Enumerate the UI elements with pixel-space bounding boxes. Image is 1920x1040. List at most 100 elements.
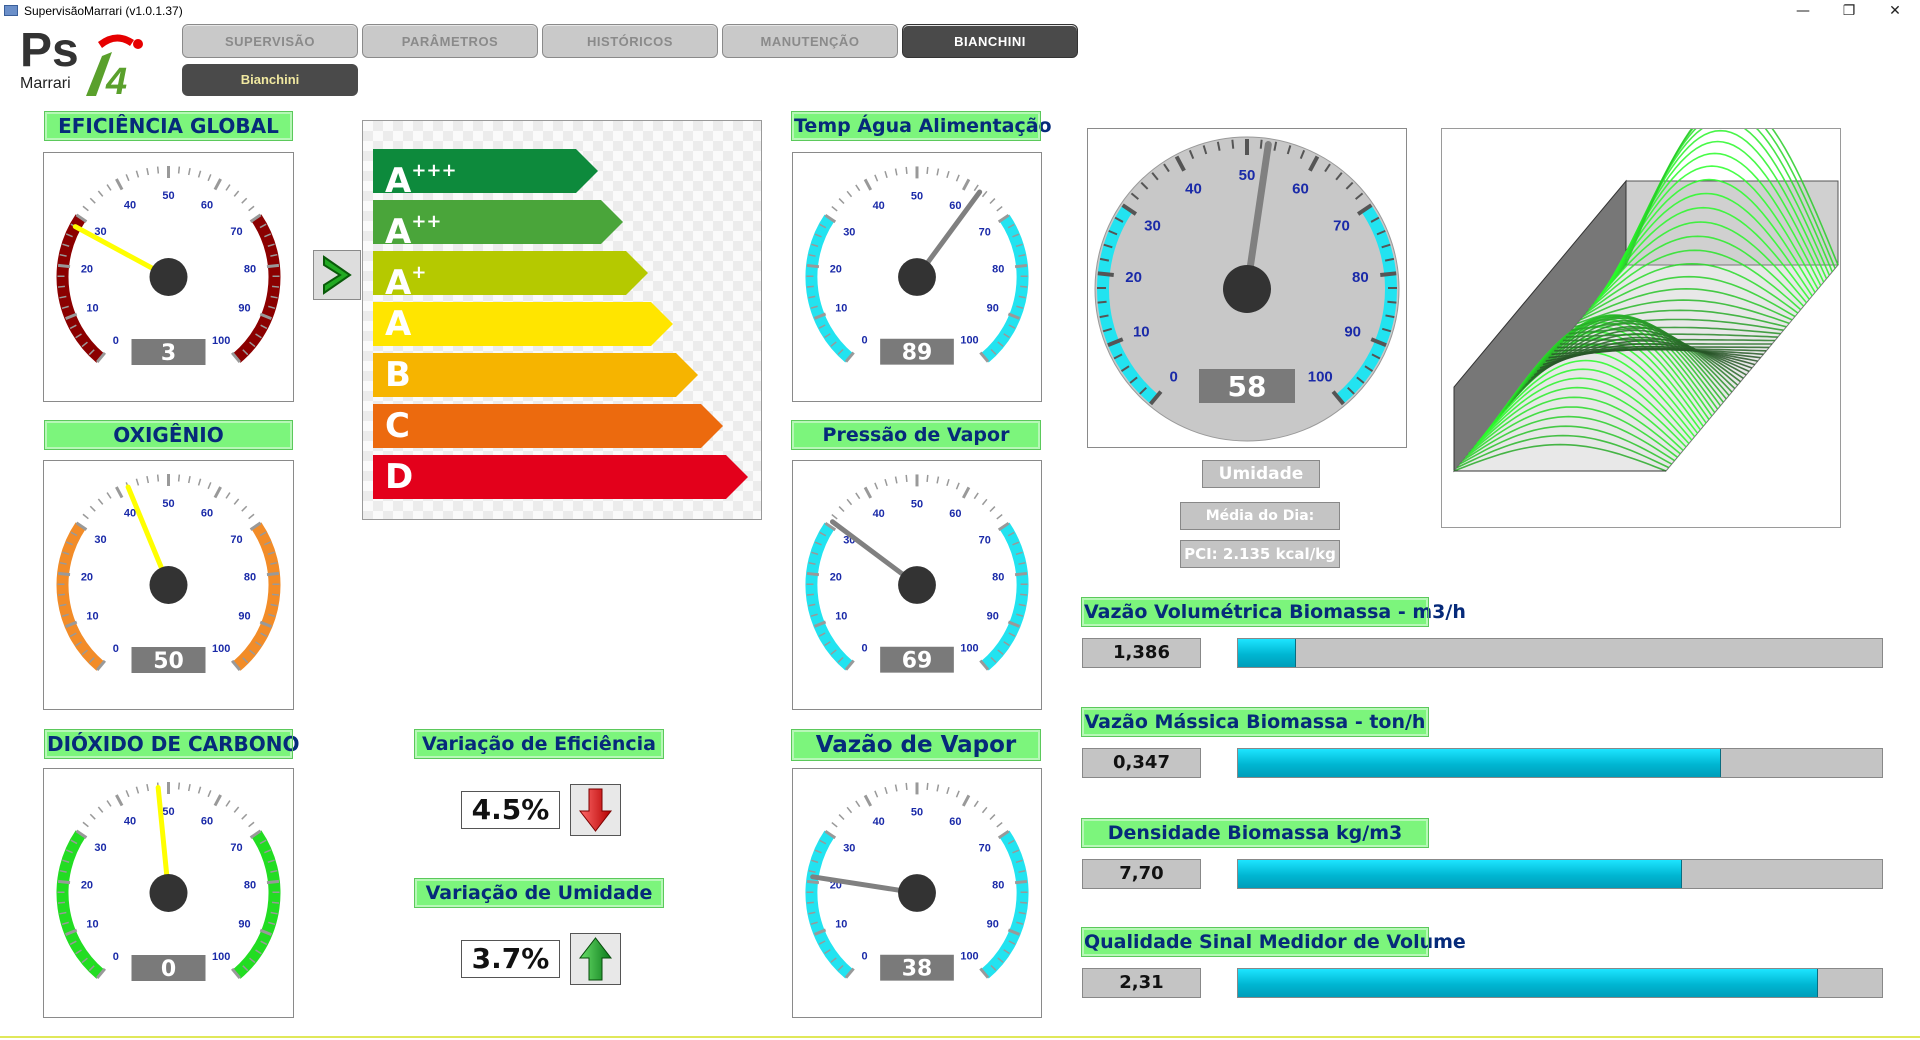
tab-supervisao[interactable]: SUPERVISÃO [182, 24, 358, 58]
gauge-tick [863, 794, 873, 807]
gauge-tick-label: 50 [162, 498, 174, 510]
gauge-tick [259, 928, 272, 936]
gauge-tick [1355, 192, 1364, 200]
gauge-tick [990, 656, 997, 663]
gauge-tick [1139, 386, 1147, 395]
gauge-tick [75, 829, 88, 839]
gauge-tick [248, 205, 255, 212]
gauge-tick [905, 782, 908, 790]
gauge-tick [824, 333, 831, 339]
gauge-value-box [131, 955, 206, 981]
energy-band-6: D [373, 455, 748, 499]
minimize-button[interactable]: — [1796, 3, 1810, 19]
energy-band-letter: D [385, 457, 414, 497]
dioxido-carbono-label: DIÓXIDO DE CARBONO [44, 729, 300, 759]
gauge-tick [837, 964, 844, 971]
gauge-tick [989, 198, 996, 205]
restore-button[interactable]: ❐ [1842, 3, 1856, 19]
gauge-tick [846, 190, 853, 198]
gauge-tick [1370, 216, 1380, 223]
gauge-tick [213, 178, 222, 191]
gauge-tick-label: 40 [873, 816, 885, 828]
close-button[interactable]: ✕ [1889, 3, 1901, 19]
gauge-tick [1008, 940, 1016, 945]
gauge-tick [819, 531, 827, 537]
gauge-tick [894, 476, 898, 484]
tab-bianchini[interactable]: BIANCHINI [902, 24, 1078, 58]
energy-pointer-button[interactable] [313, 250, 361, 300]
gauge-tick [946, 170, 950, 179]
bar-value-0: 1,386 [1082, 638, 1201, 668]
gauge-tick [259, 531, 267, 537]
gauge-tick [270, 561, 278, 565]
tab-historicos[interactable]: HISTÓRICOS [542, 24, 718, 58]
gauge-tick [249, 957, 256, 964]
gauge-tick [1020, 593, 1028, 596]
gauge-tick [855, 800, 861, 808]
pci-label: PCI: 2.135 kcal/kg [1180, 540, 1340, 568]
bar-fill-1 [1238, 749, 1721, 777]
subtab-bianchini[interactable]: Bianchini [182, 64, 358, 96]
umidade-gauge: 0 10 20 30 40 50 60 70 80 90 100 58 [1087, 128, 1407, 448]
gauge-tick [187, 475, 191, 484]
gauge-zone-high [232, 214, 281, 363]
surface-line [1470, 386, 1684, 451]
gauge-tick [1335, 172, 1343, 181]
gauge-tick [973, 184, 979, 192]
gauge-zone-low [56, 522, 105, 671]
gauge-tick [961, 178, 971, 191]
gauge-tick [1356, 376, 1365, 384]
gauge-tick [59, 295, 67, 299]
gauge-tick [819, 223, 827, 229]
gauge-tick-label: 0 [113, 335, 119, 347]
gauge-tick [1018, 911, 1026, 915]
gauge-tick [146, 167, 150, 176]
gauge-tick [981, 498, 988, 506]
bar-label-3: Qualidade Sinal Medidor de Volume [1081, 927, 1466, 957]
gauge-tick [1108, 229, 1118, 236]
gauge-tick [241, 505, 248, 512]
gauge-tick [1015, 243, 1023, 248]
gauge-tick [135, 170, 140, 178]
tab-parametros[interactable]: PARÂMETROS [362, 24, 538, 58]
gauge-tick [831, 821, 838, 828]
gauge-tick [811, 243, 819, 248]
gauge-tick [1020, 285, 1028, 288]
gauge-tick [248, 513, 255, 520]
gauge-tick [69, 940, 77, 946]
gauge-tick [961, 794, 971, 807]
gauge-tick [1015, 551, 1023, 556]
bottom-divider [0, 1036, 1920, 1038]
gauge-tick [824, 829, 837, 840]
gauge-tick [1018, 254, 1026, 257]
gauge-tick [818, 324, 826, 329]
gauge-tick [1008, 324, 1016, 329]
gauge-tick-label: 30 [1144, 217, 1161, 234]
gauge-tick [230, 659, 241, 671]
gauge-hub [898, 566, 936, 604]
logo-ps-text: Ps [20, 24, 79, 77]
gauge-tick [1014, 263, 1028, 269]
gauge-tick [264, 849, 272, 854]
gauge-tick [88, 965, 95, 972]
gauge-tick [990, 348, 997, 355]
gauge-tick [1174, 155, 1186, 172]
gauge-tick [806, 571, 820, 577]
gauge-tick [259, 839, 267, 845]
tab-manutencao[interactable]: MANUTENÇÃO [722, 24, 898, 58]
gauge-zone-low [805, 830, 854, 979]
gauge-tick-label: 0 [861, 951, 867, 963]
gauge-tick [187, 783, 191, 792]
gauge-tick [270, 253, 278, 257]
eficiencia-global-label: EFICIÊNCIA GLOBAL [44, 111, 293, 141]
gauge-tick [1016, 305, 1024, 309]
gauge-tick [997, 957, 1004, 963]
surface-line [1467, 396, 1681, 455]
gauge-tick [57, 285, 65, 288]
gauge-tick [264, 233, 272, 238]
gauge-value-box [131, 647, 206, 673]
gauge-tick [936, 476, 940, 484]
gauge-tick-label: 60 [201, 508, 213, 520]
gauge-tick-label: 70 [979, 226, 991, 238]
surface-line [1577, 299, 1790, 325]
